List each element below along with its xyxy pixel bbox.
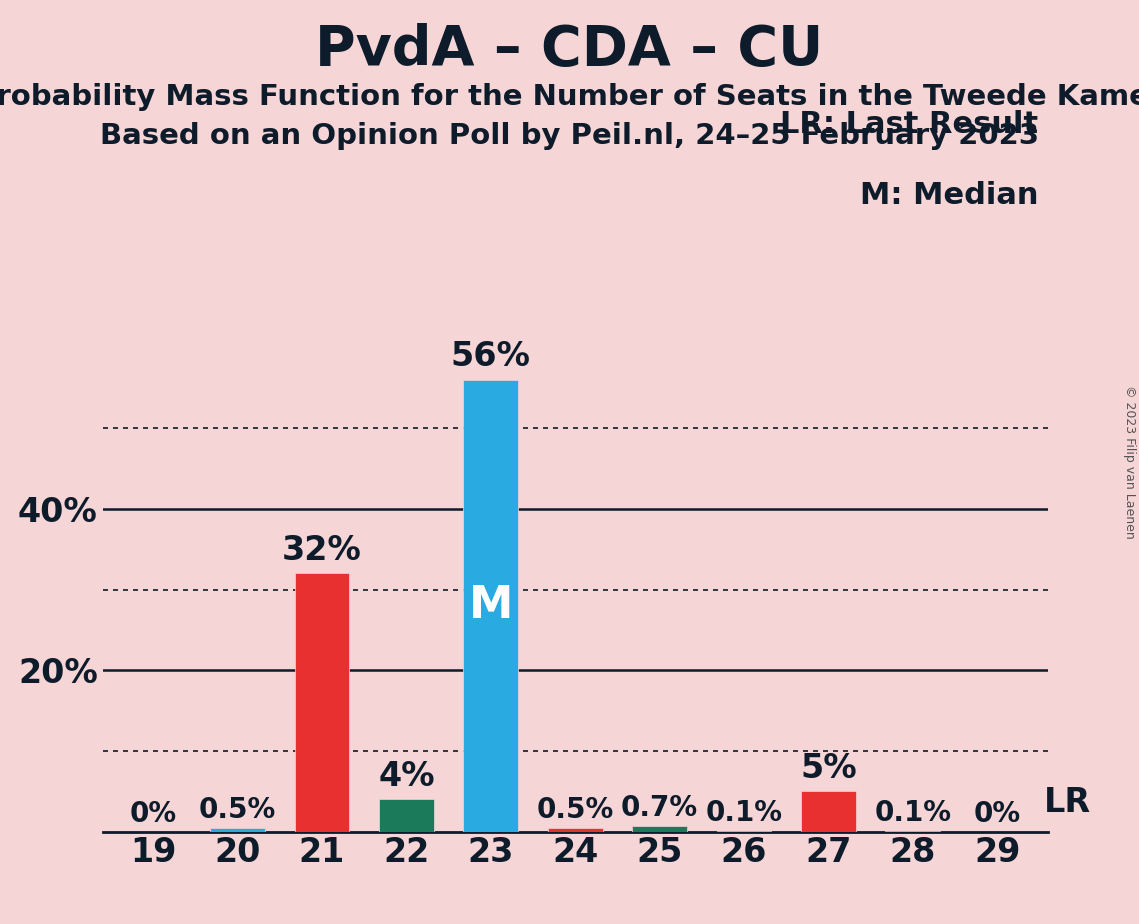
Text: 4%: 4% (378, 760, 435, 793)
Text: 0.5%: 0.5% (536, 796, 614, 823)
Text: © 2023 Filip van Laenen: © 2023 Filip van Laenen (1123, 385, 1136, 539)
Text: 0.1%: 0.1% (705, 798, 782, 827)
Text: 0.7%: 0.7% (621, 794, 698, 822)
Text: M: Median: M: Median (860, 181, 1039, 210)
Bar (548, 828, 603, 832)
Text: PvdA – CDA – CU: PvdA – CDA – CU (316, 23, 823, 77)
Text: Based on an Opinion Poll by Peil.nl, 24–25 February 2023: Based on an Opinion Poll by Peil.nl, 24–… (100, 122, 1039, 150)
Text: LR: Last Result: LR: Last Result (780, 110, 1039, 139)
Text: 0%: 0% (974, 799, 1021, 828)
Bar (801, 791, 855, 832)
Text: 0%: 0% (130, 799, 177, 828)
Text: 0.1%: 0.1% (875, 798, 951, 827)
Text: 5%: 5% (800, 752, 857, 784)
Bar (464, 380, 518, 832)
Bar (210, 828, 265, 832)
Text: 32%: 32% (282, 534, 362, 567)
Bar (379, 799, 434, 832)
Text: 0.5%: 0.5% (199, 796, 276, 823)
Text: LR: LR (1043, 786, 1091, 820)
Text: Probability Mass Function for the Number of Seats in the Tweede Kamer: Probability Mass Function for the Number… (0, 83, 1139, 111)
Text: M: M (468, 584, 513, 627)
Bar (295, 574, 350, 832)
Bar (632, 826, 687, 832)
Text: 56%: 56% (451, 340, 531, 373)
